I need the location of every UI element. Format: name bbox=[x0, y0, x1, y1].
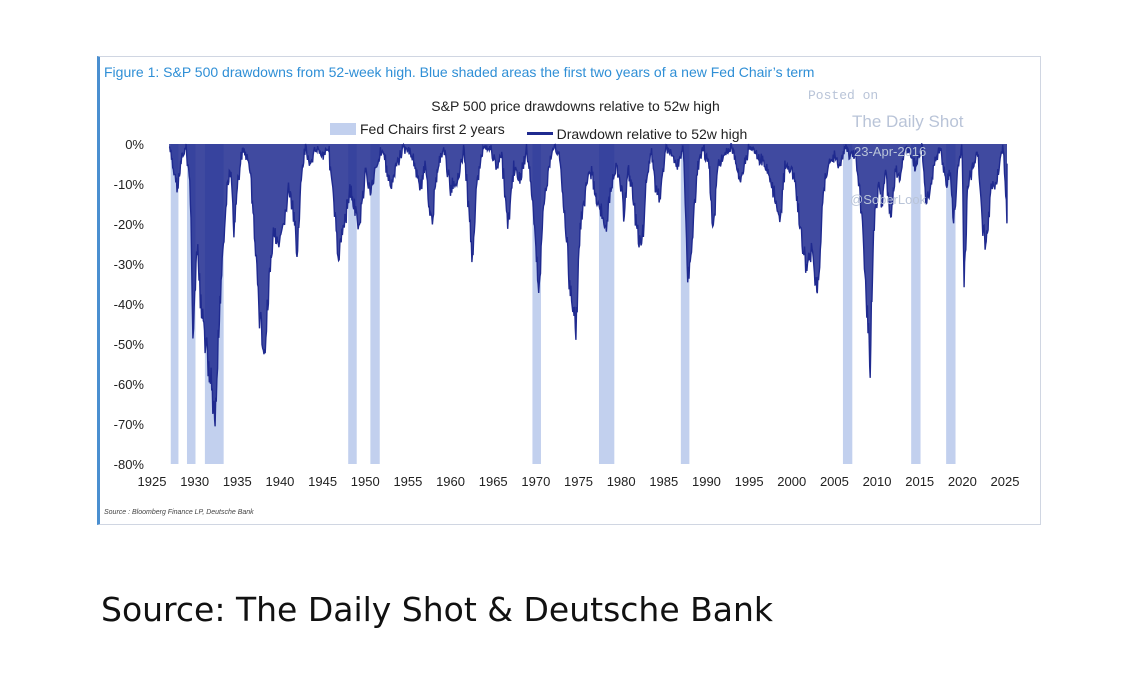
x-tick-label: 1985 bbox=[649, 474, 678, 489]
x-tick-label: 1930 bbox=[180, 474, 209, 489]
x-tick-label: 2000 bbox=[777, 474, 806, 489]
watermark-handle: @SoberLook bbox=[850, 192, 927, 207]
y-tick-label: -10% bbox=[114, 177, 145, 192]
y-tick-label: 0% bbox=[125, 137, 144, 152]
legend-item-fed-chairs: Fed Chairs first 2 years bbox=[330, 121, 505, 137]
chart-title: S&P 500 price drawdowns relative to 52w … bbox=[431, 98, 720, 114]
x-tick-label: 1935 bbox=[223, 474, 252, 489]
fed-chair-period-9 bbox=[911, 144, 921, 464]
x-tick-label: 1945 bbox=[308, 474, 337, 489]
x-tick-label: 1955 bbox=[393, 474, 422, 489]
legend-swatch-line bbox=[526, 132, 553, 135]
watermark-posted: Posted on bbox=[808, 88, 879, 103]
drawdown-area-0 bbox=[169, 144, 1008, 427]
series-layer bbox=[168, 142, 1008, 427]
legend: Fed Chairs first 2 years Drawdown relati… bbox=[330, 121, 765, 142]
y-tick-label: -40% bbox=[114, 297, 145, 312]
fed-chair-period-4 bbox=[370, 144, 380, 464]
x-tick-label: 1925 bbox=[138, 474, 167, 489]
legend-label-fed-chairs: Fed Chairs first 2 years bbox=[360, 121, 505, 137]
x-tick-label: 1975 bbox=[564, 474, 593, 489]
x-tick-label: 1950 bbox=[351, 474, 380, 489]
fed-chair-period-6 bbox=[598, 144, 615, 464]
x-tick-label: 1960 bbox=[436, 474, 465, 489]
drawdown-line-0 bbox=[168, 142, 1008, 427]
legend-label-drawdown: Drawdown relative to 52w high bbox=[556, 125, 748, 142]
x-tick-label: 1940 bbox=[265, 474, 294, 489]
fed-chair-period-1 bbox=[186, 144, 196, 464]
x-tick-label: 2005 bbox=[820, 474, 849, 489]
y-tick-label: -30% bbox=[114, 257, 145, 272]
figure-title: Figure 1: S&P 500 drawdowns from 52-week… bbox=[104, 64, 815, 80]
watermark-date: 23-Apr-2016 bbox=[854, 144, 927, 159]
y-tick-label: -20% bbox=[114, 217, 145, 232]
fed-chair-period-5 bbox=[532, 144, 541, 464]
legend-swatch-shade bbox=[330, 123, 356, 135]
fed-chair-period-8 bbox=[842, 144, 853, 464]
watermark-site: The Daily Shot bbox=[852, 112, 964, 131]
fed-chair-period-3 bbox=[348, 144, 357, 464]
axis-layer: 0% -10% -20% -30% -40% -50% -60% -70% -80% 1925 19… bbox=[114, 137, 1020, 489]
fed-chair-period-0 bbox=[170, 144, 179, 464]
y-tick-label: -50% bbox=[114, 337, 145, 352]
x-tick-label: 1980 bbox=[607, 474, 636, 489]
x-tick-label: 1990 bbox=[692, 474, 721, 489]
y-tick-label: -70% bbox=[114, 417, 145, 432]
x-tick-label: 1965 bbox=[479, 474, 508, 489]
x-tick-label: 1995 bbox=[735, 474, 764, 489]
x-tick-label: 2010 bbox=[863, 474, 892, 489]
legend-item-drawdown: Drawdown relative to 52w high bbox=[526, 125, 748, 142]
x-tick-label: 2020 bbox=[948, 474, 977, 489]
y-tick-label: -60% bbox=[114, 377, 145, 392]
y-tick-label: -80% bbox=[114, 457, 145, 472]
figure-frame bbox=[97, 56, 1041, 525]
x-tick-label: 2015 bbox=[905, 474, 934, 489]
x-tick-label: 2025 bbox=[991, 474, 1020, 489]
x-tick-label: 1970 bbox=[521, 474, 550, 489]
fed-chair-period-7 bbox=[680, 144, 690, 464]
source-caption: Source: The Daily Shot & Deutsche Bank bbox=[101, 590, 774, 629]
fed-chair-period-10 bbox=[946, 144, 956, 464]
source-note: Source : Bloomberg Finance LP, Deutsche … bbox=[104, 509, 254, 516]
